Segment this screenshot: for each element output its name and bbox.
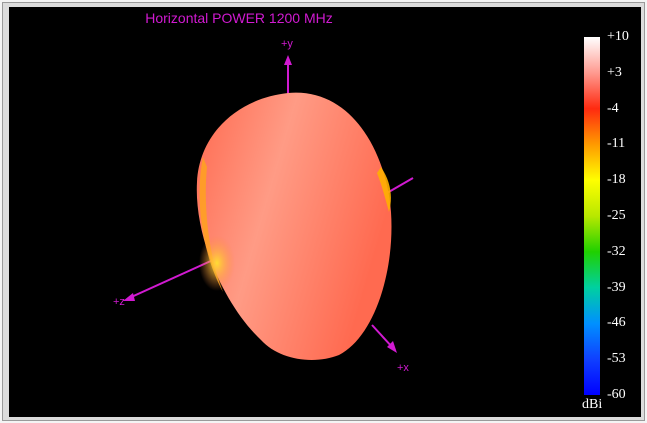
plot-title: Horizontal POWER 1200 MHz [145,10,333,26]
x-axis-label: +x [397,362,409,374]
lobe-edge-right [377,167,391,212]
colorbar [584,37,600,395]
y-axis-label: +y [281,38,293,50]
lobe-hotspot [199,235,235,291]
lobe-edge-left [199,157,223,292]
colorbar-tick-label: -60 [607,387,626,402]
colorbar-tick-label: -25 [607,208,626,223]
right-axis-line [386,177,414,194]
colorbar-tick-label: +10 [607,29,629,44]
colorbar-tick-label: -32 [607,243,626,259]
z-axis-label: +z [113,296,125,308]
colorbar-tick-labels: +10 +3 -4 -11 -18 -25 -32 -39 -46 -53 -60 [607,29,639,402]
colorbar-tick-label: +3 [607,64,622,80]
colorbar-tick-label: -18 [607,172,626,188]
colorbar-tick-label: -46 [607,315,626,331]
z-axis-arrow [123,293,135,301]
colorbar-tick-label: -53 [607,351,626,367]
colorbar-unit-label: dBi [582,397,603,412]
x-axis-arrow [387,341,397,353]
radiation-lobe [196,92,392,361]
colorbar-tick-label: -39 [607,279,626,295]
colorbar-tick-label: -4 [607,100,619,116]
x-axis-line [371,324,394,349]
plot-viewport[interactable]: Horizontal POWER 1200 MHz +y +z [9,7,641,417]
y-axis-arrow [284,55,292,65]
radiation-pattern-3d: +y +z +x [113,38,414,374]
colorbar-tick-label: -11 [607,136,626,152]
